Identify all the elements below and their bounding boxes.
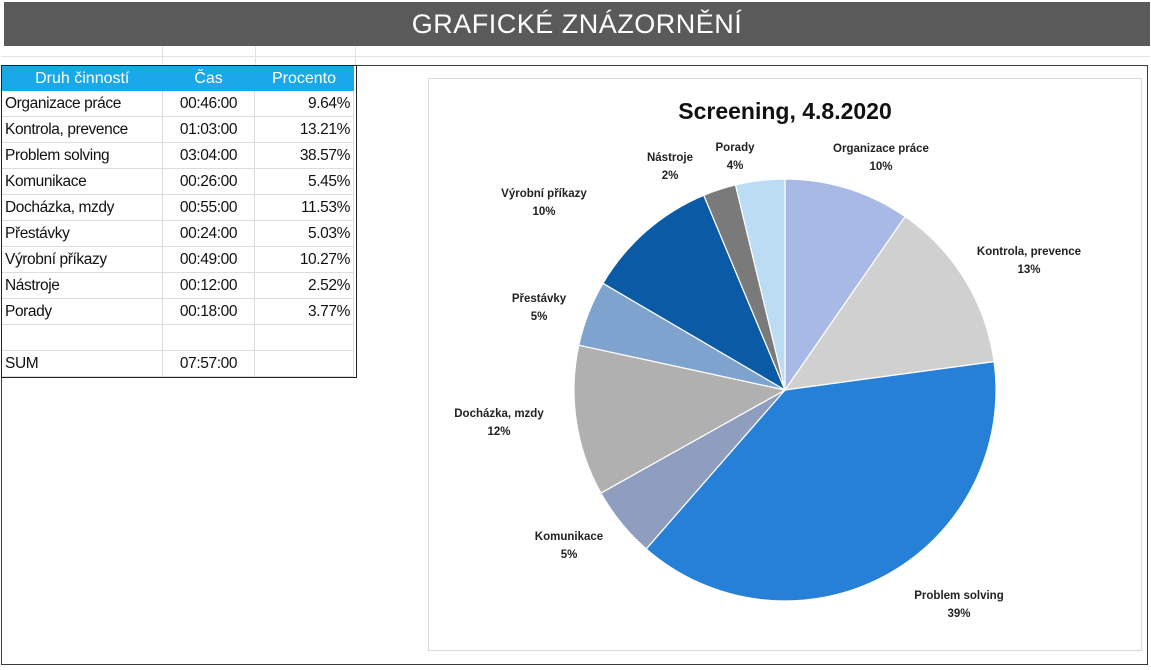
cell-time: 00:49:00 bbox=[162, 246, 255, 273]
column-header-percent: Procento bbox=[254, 66, 354, 91]
pie-slice[interactable] bbox=[784, 178, 906, 392]
cell-percent: 38.57% bbox=[254, 142, 354, 169]
cell-empty bbox=[2, 324, 163, 351]
slice-percent-label: 5% bbox=[531, 311, 548, 323]
slice-label: Docházka, mzdy bbox=[454, 408, 544, 420]
table-row: Výrobní příkazy 00:49:00 10.27% bbox=[2, 246, 354, 273]
cell-empty bbox=[254, 350, 354, 377]
cell-activity: Organizace práce bbox=[2, 91, 163, 117]
cell-empty bbox=[162, 324, 255, 351]
slice-percent-label: 5% bbox=[561, 549, 578, 561]
grid-line bbox=[1, 56, 1150, 57]
cell-percent: 2.52% bbox=[254, 272, 354, 299]
slice-label: Komunikace bbox=[535, 531, 603, 543]
table-row-sum: SUM 07:57:00 bbox=[2, 350, 354, 377]
table-row: Docházka, mzdy 00:55:00 11.53% bbox=[2, 194, 354, 221]
slice-label: Organizace práce bbox=[833, 143, 929, 155]
cell-activity: Porady bbox=[2, 298, 163, 325]
chart-title: Screening, 4.8.2020 bbox=[678, 98, 892, 124]
table-row: Přestávky 00:24:00 5.03% bbox=[2, 220, 354, 247]
sum-value: 07:57:00 bbox=[162, 350, 255, 377]
cell-time: 00:18:00 bbox=[162, 298, 255, 325]
activity-table: Druh činností Čas Procento Organizace pr… bbox=[2, 66, 354, 377]
cell-percent: 10.27% bbox=[254, 246, 354, 273]
cell-activity: Docházka, mzdy bbox=[2, 194, 163, 221]
column-header-activity: Druh činností bbox=[2, 66, 163, 91]
cell-time: 00:12:00 bbox=[162, 272, 255, 299]
table-header-row: Druh činností Čas Procento bbox=[2, 66, 354, 91]
slice-label: Kontrola, prevence bbox=[977, 246, 1081, 258]
cell-time: 00:55:00 bbox=[162, 194, 255, 221]
cell-percent: 3.77% bbox=[254, 298, 354, 325]
cell-percent: 5.03% bbox=[254, 220, 354, 247]
cell-empty bbox=[254, 324, 354, 351]
cell-activity: Přestávky bbox=[2, 220, 163, 247]
cell-activity: Problem solving bbox=[2, 142, 163, 169]
cell-activity: Komunikace bbox=[2, 168, 163, 195]
cell-percent: 11.53% bbox=[254, 194, 354, 221]
cell-time: 01:03:00 bbox=[162, 116, 255, 143]
cell-time: 00:24:00 bbox=[162, 220, 255, 247]
cell-percent: 13.21% bbox=[254, 116, 354, 143]
slice-label: Přestávky bbox=[512, 293, 567, 305]
pie-chart: Screening, 4.8.2020 Organizace práce 10% K… bbox=[454, 98, 1081, 620]
slice-label: Výrobní příkazy bbox=[501, 188, 587, 200]
page-title: GRAFICKÉ ZNÁZORNĚNÍ bbox=[4, 2, 1150, 46]
table-row-empty bbox=[2, 324, 354, 351]
cell-activity: Kontrola, prevence bbox=[2, 116, 163, 143]
table-row: Problem solving 03:04:00 38.57% bbox=[2, 142, 354, 169]
slice-percent-label: 39% bbox=[947, 608, 970, 620]
pie-slice[interactable] bbox=[602, 194, 787, 392]
table-row: Organizace práce 00:46:00 9.64% bbox=[2, 91, 354, 117]
cell-percent: 5.45% bbox=[254, 168, 354, 195]
pie-slice[interactable] bbox=[573, 344, 787, 494]
cell-activity: Nástroje bbox=[2, 272, 163, 299]
table-row: Porady 00:18:00 3.77% bbox=[2, 298, 354, 325]
slice-percent-label: 2% bbox=[662, 170, 679, 182]
cell-time: 03:04:00 bbox=[162, 142, 255, 169]
slice-percent-label: 12% bbox=[487, 426, 510, 438]
pie-slice[interactable] bbox=[645, 360, 997, 602]
table-row: Nástroje 00:12:00 2.52% bbox=[2, 272, 354, 299]
chart-area[interactable]: Screening, 4.8.2020 Organizace práce 10% K… bbox=[428, 78, 1142, 651]
pie-slice[interactable] bbox=[783, 215, 995, 391]
table-row: Kontrola, prevence 01:03:00 13.21% bbox=[2, 116, 354, 143]
slice-percent-label: 10% bbox=[869, 161, 892, 173]
slice-label: Problem solving bbox=[914, 590, 1003, 602]
cell-percent: 9.64% bbox=[254, 91, 354, 117]
slice-percent-label: 10% bbox=[532, 206, 555, 218]
slice-percent-label: 13% bbox=[1017, 264, 1040, 276]
sum-label: SUM bbox=[2, 350, 163, 377]
slice-label: Nástroje bbox=[647, 152, 693, 164]
cell-time: 00:26:00 bbox=[162, 168, 255, 195]
cell-time: 00:46:00 bbox=[162, 91, 255, 117]
slice-percent-label: 4% bbox=[727, 160, 744, 172]
table-row: Komunikace 00:26:00 5.45% bbox=[2, 168, 354, 195]
pie-slice[interactable] bbox=[734, 178, 786, 391]
slice-label: Porady bbox=[716, 142, 756, 154]
column-header-time: Čas bbox=[162, 66, 255, 91]
cell-activity: Výrobní příkazy bbox=[2, 246, 163, 273]
